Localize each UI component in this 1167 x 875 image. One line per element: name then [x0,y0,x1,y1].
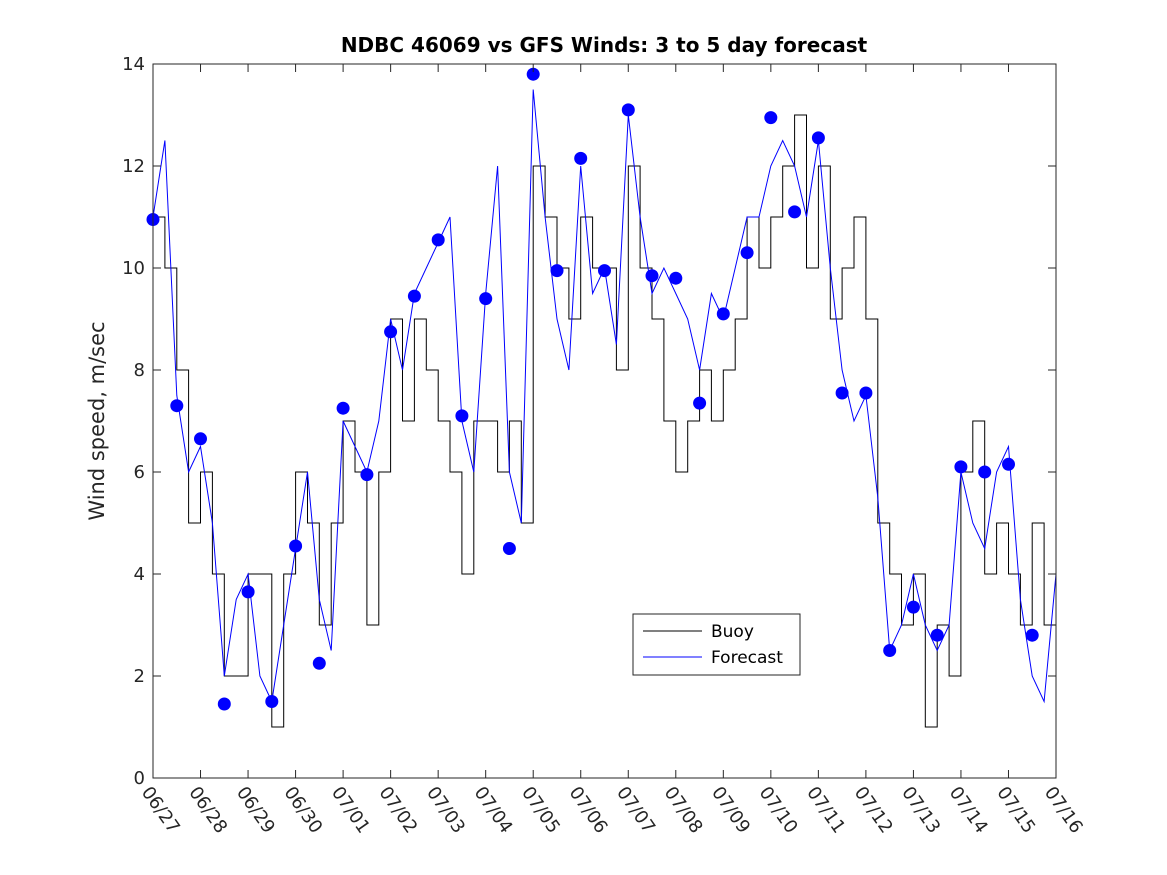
forecast-marker [693,396,707,410]
forecast-marker [194,432,207,446]
forecast-marker [502,542,516,555]
x-tick-label: 07/16 [1040,783,1087,838]
x-tick-label: 06/28 [184,783,231,838]
y-axis-label: Wind speed, m/sec [85,321,109,520]
y-tick-label: 6 [134,462,145,483]
forecast-marker [883,644,897,657]
y-tick-label: 8 [134,360,145,381]
forecast-marker [431,233,445,247]
forecast-marker [645,269,659,283]
x-tick-label: 07/14 [945,783,992,838]
x-tick-label: 07/01 [327,783,374,838]
forecast-series [152,89,1057,704]
forecast-marker [526,67,540,81]
x-tick-label: 07/13 [897,783,944,838]
x-tick-label: 06/27 [137,783,184,838]
y-tick-label: 10 [122,258,145,279]
forecast-line [152,89,1057,704]
y-tick-label: 4 [134,564,145,585]
x-tick-label: 07/03 [422,783,469,838]
forecast-marker [336,401,350,415]
forecast-marker [930,628,944,642]
forecast-marker [265,695,279,708]
forecast-marker [764,111,778,125]
forecast-marker [407,289,421,303]
x-tick-label: 07/04 [470,783,517,838]
forecast-marker [978,465,992,479]
forecast-marker [574,151,588,165]
x-tick-label: 07/12 [850,783,897,838]
legend-forecast-label: Forecast [711,648,783,668]
x-tick-label: 07/07 [612,783,659,838]
x-tick-label: 06/29 [232,783,279,838]
x-tick-label: 07/08 [660,783,707,838]
forecast-marker [669,271,683,285]
forecast-marker [954,460,968,474]
x-tick-label: 07/10 [755,783,802,838]
y-tick-label: 2 [134,666,145,687]
y-axis-ticks: 0 2 4 6 8 10 12 14 [122,54,1056,789]
x-tick-label: 07/02 [375,783,422,838]
buoy-line [153,114,1057,728]
forecast-marker [1025,628,1039,642]
forecast-marker [811,131,825,145]
x-tick-label: 06/30 [280,783,327,838]
x-tick-label: 07/11 [802,783,849,838]
x-tick-label: 07/05 [517,783,564,838]
forecast-marker [312,656,326,670]
x-tick-label: 07/15 [992,783,1039,838]
forecast-markers [146,67,1039,711]
forecast-marker [835,386,849,400]
legend-buoy-label: Buoy [711,622,754,642]
forecast-marker [217,697,231,711]
legend-box [632,613,801,676]
x-tick-label: 07/09 [707,783,754,838]
forecast-marker [740,246,754,260]
forecast-marker [550,264,564,278]
forecast-marker [598,264,611,278]
forecast-marker [859,386,873,400]
y-tick-label: 14 [122,54,145,75]
legend: Buoy Forecast [632,613,801,676]
forecast-marker [1002,457,1015,471]
plot-frame [152,63,1057,779]
forecast-marker [621,103,635,117]
buoy-series [153,114,1057,728]
chart-title: NDBC 46069 vs GFS Winds: 3 to 5 day fore… [341,33,868,57]
forecast-marker [479,292,493,306]
forecast-marker [716,307,730,321]
y-tick-label: 0 [134,768,145,789]
forecast-marker [241,585,255,599]
x-tick-label: 07/06 [565,783,612,838]
forecast-marker [384,325,398,339]
forecast-marker [788,205,802,219]
forecast-marker [289,539,303,553]
y-tick-label: 12 [122,156,145,177]
forecast-marker [906,600,920,614]
forecast-marker [170,399,184,413]
x-axis-ticks: 06/27 06/28 06/29 06/30 07/01 07/02 07/03 07/04… [137,64,1087,837]
forecast-marker [455,409,469,423]
forecast-marker [360,468,374,482]
